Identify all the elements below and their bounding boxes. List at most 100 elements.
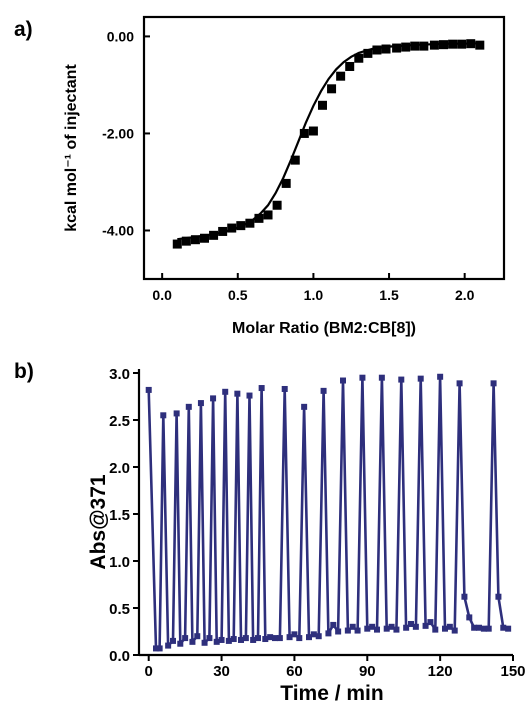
absorbance-point	[378, 374, 385, 381]
y-tick-label-b: 3.0	[109, 366, 130, 383]
absorbance-point	[165, 642, 172, 649]
absorbance-point	[194, 633, 201, 640]
data-point	[236, 221, 246, 231]
absorbance-point	[315, 633, 322, 640]
absorbance-point	[189, 638, 196, 645]
absorbance-point	[156, 645, 163, 652]
absorbance-point	[325, 630, 332, 637]
x-axis-title-a: Molar Ratio (BM2:CB[8])	[232, 320, 416, 337]
data-point	[345, 61, 355, 71]
absorbance-point	[359, 374, 366, 381]
absorbance-point	[210, 395, 217, 402]
absorbance-point	[234, 390, 241, 397]
absorbance-point	[320, 387, 327, 394]
absorbance-point	[301, 403, 308, 410]
data-point	[457, 39, 467, 49]
absorbance-point	[225, 637, 232, 644]
absorbance-point	[442, 625, 448, 632]
data-point	[263, 210, 273, 220]
y-tick-label-b: 2.0	[109, 460, 130, 477]
absorbance-point	[330, 621, 337, 628]
absorbance-point	[466, 614, 473, 621]
data-point	[209, 230, 219, 240]
absorbance-point	[182, 635, 189, 642]
x-tick-label-b: 0	[145, 663, 153, 680]
panel-b-label: b)	[14, 360, 34, 383]
absorbance-point	[480, 625, 487, 632]
absorbance-point	[230, 636, 237, 643]
absorbance-point	[437, 373, 444, 380]
y-tick-label-a: 0.00	[107, 28, 134, 44]
y-tick-label-b: 1.5	[109, 507, 130, 524]
data-point	[218, 226, 228, 236]
absorbance-point	[262, 636, 269, 643]
data-point	[438, 40, 448, 50]
data-point	[448, 39, 458, 49]
absorbance-point	[364, 625, 371, 632]
data-point	[190, 235, 200, 245]
data-point	[181, 236, 191, 246]
y-tick-label-a: -2.00	[102, 125, 134, 141]
x-tick-label-a: 1.0	[304, 287, 324, 303]
absorbance-point	[408, 620, 414, 627]
absorbance-point	[272, 635, 278, 642]
x-axis-a: 0.0 0.5 1.0 1.5 2.0	[152, 273, 475, 303]
absorbance-point	[310, 631, 317, 638]
y-tick-label-b: 2.5	[109, 413, 130, 430]
data-point	[254, 213, 264, 223]
y-axis-b: 0.0 0.5 1.0 1.5 2.0 2.5 3.0	[109, 366, 139, 665]
y-axis-a: 0.00 -2.00 -4.00	[102, 28, 150, 238]
absorbance-point	[160, 412, 167, 419]
data-point	[327, 84, 337, 94]
absorbance-point	[242, 635, 249, 642]
data-point	[308, 126, 318, 136]
data-point	[381, 44, 391, 54]
y-axis-title-b: Abs@371	[87, 474, 110, 570]
absorbance-point	[258, 385, 265, 392]
data-point	[372, 45, 382, 55]
absorbance-point	[291, 631, 298, 638]
absorbance-point	[427, 619, 434, 626]
data-point	[336, 71, 346, 81]
data-point	[354, 53, 364, 63]
absorbance-point	[354, 627, 361, 634]
absorbance-point	[490, 380, 497, 387]
absorbance-point	[432, 626, 439, 633]
absorbance-point	[398, 376, 405, 383]
absorbance-point	[201, 639, 208, 646]
data-point	[200, 233, 210, 243]
absorbance-point	[222, 388, 229, 395]
fit-line	[177, 42, 483, 241]
absorbance-point	[461, 593, 468, 600]
data-point	[245, 218, 255, 228]
x-axis-title-b: Time / min	[280, 682, 383, 705]
x-axis-b: 0 30 60 90 120 150	[145, 655, 525, 680]
data-point	[429, 40, 439, 50]
absorbance-point	[403, 624, 410, 631]
absorbance-point	[485, 625, 492, 632]
absorbance-series	[145, 373, 512, 652]
absorbance-point	[412, 623, 419, 630]
fit-curve	[177, 42, 483, 241]
absorbance-point	[500, 624, 507, 631]
absorbance-point	[383, 625, 390, 632]
absorbance-point	[218, 636, 225, 643]
absorbance-point	[145, 386, 152, 393]
data-point	[410, 41, 420, 51]
plot-frame-a	[142, 15, 506, 281]
absorbance-point	[185, 403, 192, 410]
data-point	[475, 40, 485, 50]
data-point	[272, 200, 282, 210]
absorbance-point	[213, 638, 220, 645]
panel-b-chart: 0 30 60 90 120 150 0.0 0.5 1.0 1.5 2.0 2.5 3.0 Time…	[87, 366, 525, 705]
absorbance-point	[417, 375, 424, 382]
absorbance-point	[276, 635, 283, 642]
x-tick-label-a: 1.5	[379, 287, 399, 303]
absorbance-line	[147, 375, 509, 650]
data-point	[299, 128, 309, 138]
absorbance-point	[393, 626, 400, 633]
data-point	[419, 41, 429, 51]
data-points	[172, 39, 485, 249]
absorbance-point	[476, 624, 482, 631]
